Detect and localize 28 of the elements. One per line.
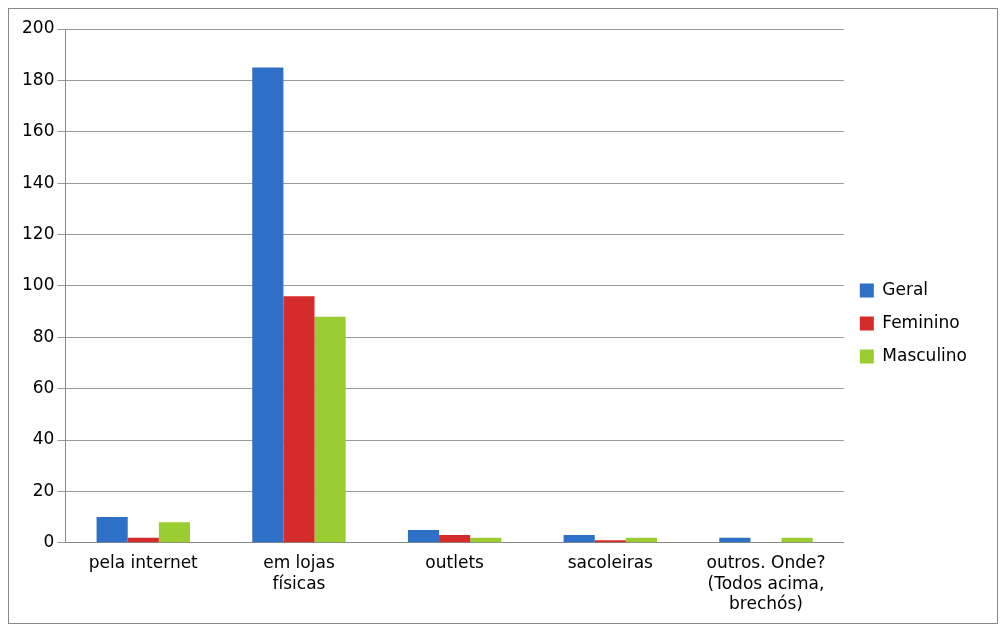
bar [252,67,284,543]
y-tick-label: 180 [21,68,55,89]
bar [283,296,315,543]
y-tick-label: 80 [32,325,55,346]
x-tick-label: outros. Onde? (Todos acima, brechós) [706,552,826,614]
y-tick-label: 20 [32,479,55,500]
x-tick-label: outlets [425,552,485,573]
y-tick-label: 100 [21,274,55,295]
bar [96,517,128,543]
y-tick-label: 60 [32,377,55,398]
x-tick-label: em lojas físicas [263,552,335,593]
bar [439,535,471,543]
y-tick-label: 160 [21,120,55,141]
y-tick-label: 200 [21,17,55,38]
legend-label: Masculino [882,344,967,365]
y-tick-label: 120 [21,222,55,243]
bar [594,540,626,543]
bar [158,522,190,543]
y-tick-label: 140 [21,171,55,192]
x-tick-label: pela internet [88,552,199,573]
y-tick-label: 40 [32,428,55,449]
legend-label: Geral [882,278,929,299]
legend-label: Feminino [882,311,960,332]
y-tick-label: 0 [43,531,55,552]
bar [314,316,346,543]
x-tick-label: sacoleiras [567,552,654,573]
bar [407,529,440,543]
bar [563,535,595,543]
